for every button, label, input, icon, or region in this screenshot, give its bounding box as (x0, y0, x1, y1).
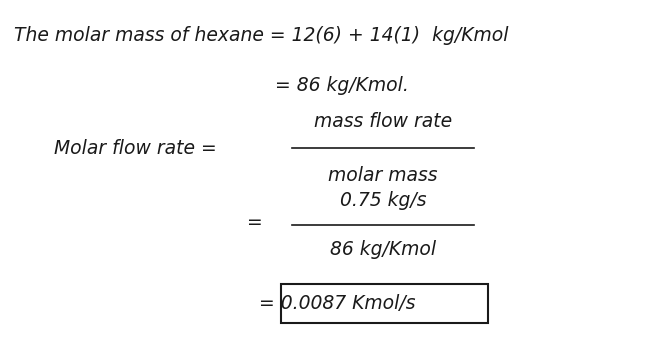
Text: molar mass: molar mass (328, 166, 438, 185)
Text: mass flow rate: mass flow rate (314, 112, 452, 131)
Text: =: = (246, 213, 262, 232)
Text: = 86 kg/Kmol.: = 86 kg/Kmol. (275, 76, 409, 95)
Text: The molar mass of hexane = 12(6) + 14(1)  kg/Kmol: The molar mass of hexane = 12(6) + 14(1)… (14, 26, 509, 45)
Text: 86 kg/Kmol: 86 kg/Kmol (330, 240, 436, 259)
Text: = 0.0087 Kmol/s: = 0.0087 Kmol/s (259, 294, 415, 313)
Text: Molar flow rate =: Molar flow rate = (54, 139, 216, 157)
Text: 0.75 kg/s: 0.75 kg/s (340, 191, 426, 210)
